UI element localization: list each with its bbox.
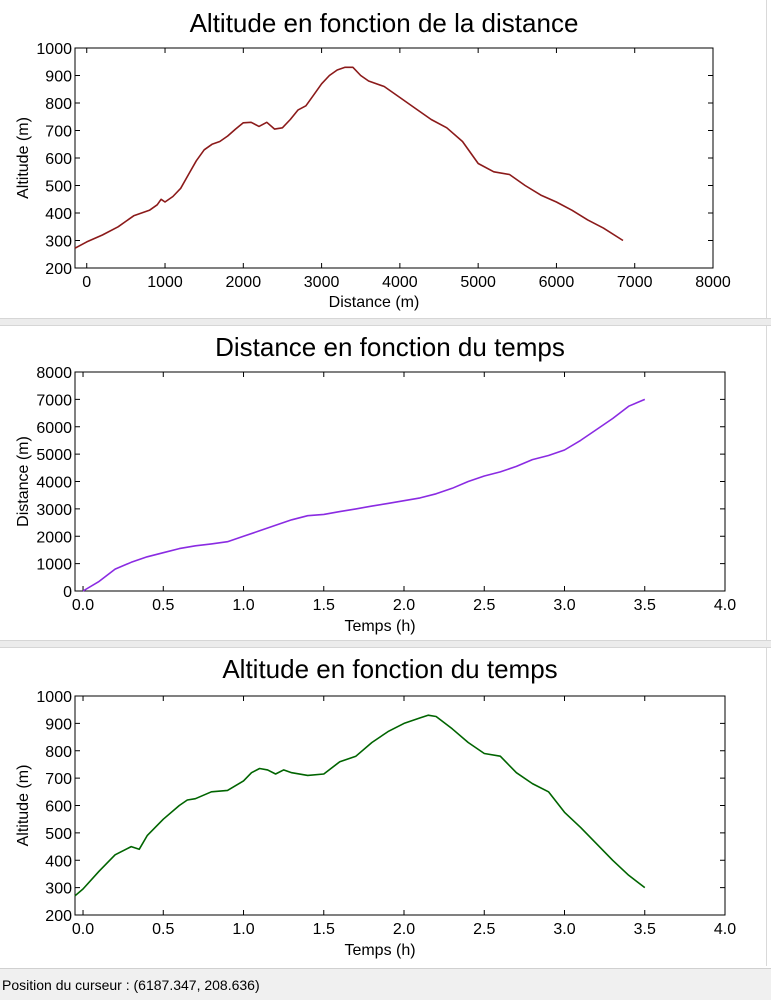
- y-tick-label: 8000: [36, 365, 72, 382]
- chart-title: Altitude en fonction de la distance: [190, 8, 579, 38]
- y-tick-label: 400: [45, 853, 72, 870]
- x-tick-label: 2.5: [473, 597, 495, 614]
- x-tick-label: 0.5: [152, 921, 174, 938]
- x-tick-label: 2.5: [473, 921, 495, 938]
- y-tick-label: 1000: [36, 689, 72, 706]
- x-tick-label: 2.0: [393, 921, 415, 938]
- series-line: [74, 66, 624, 249]
- x-axis-label: Temps (h): [344, 942, 415, 959]
- y-tick-label: 700: [45, 124, 72, 141]
- plot-area: [74, 695, 726, 916]
- y-tick-label: 700: [45, 771, 72, 788]
- x-axis-label: Distance (m): [329, 294, 420, 311]
- y-tick-label: 200: [45, 261, 72, 278]
- chart-distance-temps[interactable]: Distance en fonction du temps 0 1000 2000 30…: [0, 326, 766, 640]
- x-tick-label: 3.5: [634, 597, 656, 614]
- x-tick-label: 8000: [695, 274, 731, 291]
- y-tick-label: 300: [45, 881, 72, 898]
- x-axis-label: Temps (h): [344, 618, 415, 635]
- y-tick-label: 3000: [36, 502, 72, 519]
- y-tick-label: 6000: [36, 420, 72, 437]
- panel-separator: [0, 318, 771, 326]
- x-tick-label: 1.0: [232, 597, 254, 614]
- chart-title: Distance en fonction du temps: [215, 332, 565, 362]
- x-tick-label: 1.0: [232, 921, 254, 938]
- x-tick-label: 2.0: [393, 597, 415, 614]
- x-tick-label: 7000: [617, 274, 653, 291]
- chart-panel-altitude-temps: Altitude en fonction du temps 200 300 400 50…: [0, 648, 767, 966]
- x-tick-label: 3.0: [553, 921, 575, 938]
- x-tick-label: 3000: [304, 274, 340, 291]
- chart-altitude-temps[interactable]: Altitude en fonction du temps 200 300 400 50…: [0, 648, 766, 966]
- x-tick-label: 0.0: [72, 921, 94, 938]
- x-tick-label: 1.5: [313, 921, 335, 938]
- x-tick-label: 3.5: [634, 921, 656, 938]
- y-tick-label: 900: [45, 716, 72, 733]
- chart-panel-altitude-distance: Altitude en fonction de la distance 200 30…: [0, 0, 767, 318]
- chart-panel-distance-temps: Distance en fonction du temps 0 1000 2000 30…: [0, 326, 767, 640]
- x-tick-label: 5000: [460, 274, 496, 291]
- y-tick-label: 800: [45, 96, 72, 113]
- plot-area: [74, 371, 726, 592]
- y-tick-label: 5000: [36, 447, 72, 464]
- y-tick-label: 1000: [36, 41, 72, 58]
- chart-title: Altitude en fonction du temps: [222, 654, 557, 684]
- x-tick-label: 4.0: [714, 921, 736, 938]
- plot-area: [74, 47, 714, 269]
- cursor-position-value: (6187.347, 208.636): [133, 977, 260, 993]
- x-tick-label: 4000: [382, 274, 418, 291]
- y-axis-label: Altitude (m): [15, 765, 32, 847]
- x-tick-label: 4.0: [714, 597, 736, 614]
- y-tick-label: 400: [45, 206, 72, 223]
- x-tick-label: 2000: [226, 274, 262, 291]
- chart-altitude-distance[interactable]: Altitude en fonction de la distance 200 30…: [0, 0, 766, 318]
- y-tick-label: 600: [45, 799, 72, 816]
- x-tick-label: 1000: [147, 274, 183, 291]
- y-tick-label: 300: [45, 234, 72, 251]
- y-tick-label: 900: [45, 69, 72, 86]
- y-tick-label: 500: [45, 179, 72, 196]
- x-tick-label: 0.5: [152, 597, 174, 614]
- y-tick-label: 2000: [36, 529, 72, 546]
- x-tick-label: 6000: [539, 274, 575, 291]
- x-tick-label: 0.0: [72, 597, 94, 614]
- y-tick-label: 500: [45, 826, 72, 843]
- cursor-position-label: Position du curseur :: [2, 977, 134, 993]
- y-tick-label: 1000: [36, 557, 72, 574]
- x-tick-label: 0: [82, 274, 91, 291]
- y-tick-label: 0: [63, 584, 72, 601]
- y-tick-label: 4000: [36, 475, 72, 492]
- y-tick-label: 600: [45, 151, 72, 168]
- y-tick-label: 200: [45, 908, 72, 925]
- y-axis-label: Altitude (m): [15, 117, 32, 199]
- y-axis-label: Distance (m): [15, 436, 32, 527]
- y-tick-label: 7000: [36, 392, 72, 409]
- y-tick-label: 800: [45, 744, 72, 761]
- x-tick-label: 1.5: [313, 597, 335, 614]
- x-tick-label: 3.0: [553, 597, 575, 614]
- panel-separator: [0, 640, 771, 648]
- series-line: [82, 398, 646, 592]
- status-bar: Position du curseur : (6187.347, 208.636…: [0, 968, 771, 1000]
- series-line: [74, 714, 646, 897]
